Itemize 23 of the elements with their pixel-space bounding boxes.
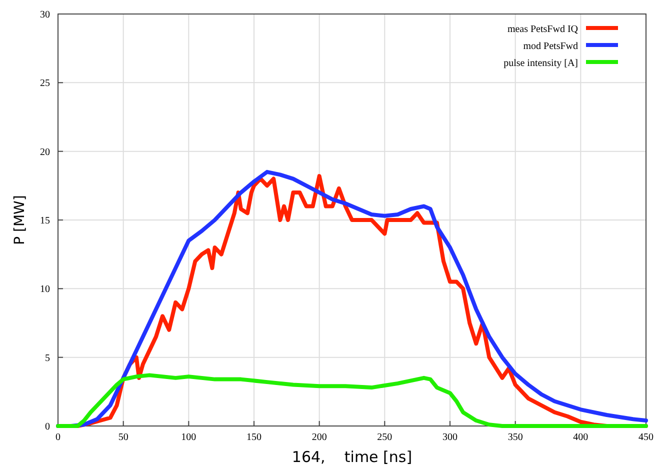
x-tick-label: 350 [508, 432, 523, 443]
x-tick-label: 250 [377, 432, 392, 443]
legend-label: meas PetsFwd IQ [507, 24, 579, 35]
x-tick-label: 400 [573, 432, 588, 443]
line-series [56, 373, 648, 428]
y-tick-label: 30 [40, 10, 50, 20]
legend-label: pulse intensity [A] [504, 58, 578, 69]
legend-label: mod PetsFwd [523, 41, 578, 52]
x-tick-label: 200 [312, 432, 327, 443]
x-tick-label: 150 [246, 432, 262, 443]
y-tick-label: 0 [45, 422, 50, 432]
y-tick-label: 15 [40, 216, 50, 226]
x-axis-title: 164, time [ns] [292, 448, 412, 466]
y-tick-label: 5 [45, 352, 50, 364]
x-tick-label: 450 [638, 432, 654, 443]
x-tick-label: 50 [118, 432, 128, 443]
x-tick-label: 300 [442, 432, 458, 443]
x-tick-label: 0 [56, 432, 60, 443]
y-tick-label: 10 [40, 284, 50, 296]
y-tick-label: 20 [40, 146, 50, 158]
y-tick-label: 25 [40, 78, 50, 90]
x-tick-label: 100 [181, 432, 196, 443]
y-axis-title: P [MW] [12, 195, 28, 245]
